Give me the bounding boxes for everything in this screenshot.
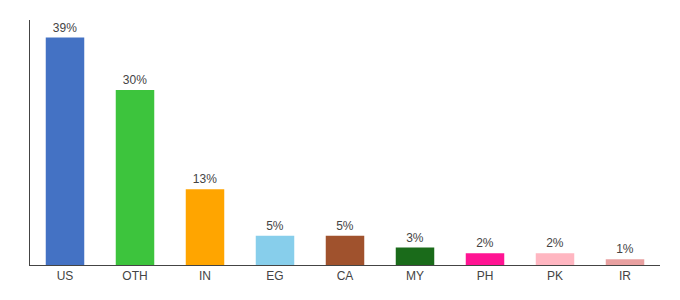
svg-text:1%: 1% — [616, 242, 634, 256]
svg-text:13%: 13% — [193, 172, 217, 186]
svg-text:2%: 2% — [476, 236, 494, 250]
svg-text:30%: 30% — [123, 73, 147, 87]
svg-text:39%: 39% — [53, 21, 77, 35]
svg-text:US: US — [57, 269, 74, 283]
svg-text:3%: 3% — [406, 231, 424, 245]
svg-text:EG: EG — [266, 269, 283, 283]
svg-text:5%: 5% — [266, 219, 284, 233]
svg-text:PH: PH — [477, 269, 494, 283]
svg-text:IN: IN — [199, 269, 211, 283]
svg-text:PK: PK — [547, 269, 563, 283]
svg-text:OTH: OTH — [122, 269, 147, 283]
svg-text:2%: 2% — [546, 236, 564, 250]
svg-text:CA: CA — [337, 269, 354, 283]
svg-text:MY: MY — [406, 269, 424, 283]
svg-text:IR: IR — [619, 269, 631, 283]
svg-text:5%: 5% — [336, 219, 354, 233]
